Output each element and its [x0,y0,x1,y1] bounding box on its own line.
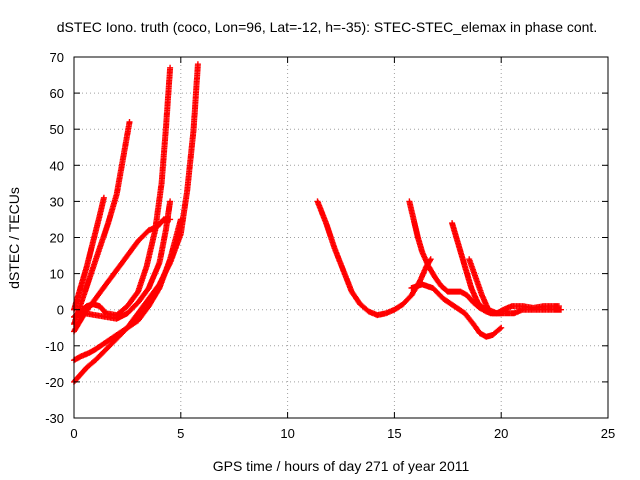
series-arc-12 [466,256,564,317]
x-tick-label: 0 [70,426,77,441]
y-tick-label: -10 [45,339,64,354]
y-tick-label: 40 [50,158,64,173]
x-tick-label: 25 [601,426,615,441]
y-tick-label: 50 [50,122,64,137]
chart-title: dSTEC Iono. truth (coco, Lon=96, Lat=-12… [57,19,597,35]
y-tick-label: 70 [50,50,64,65]
x-tick-label: 10 [280,426,294,441]
y-tick-label: 20 [50,231,64,246]
ticks: 0 5 10 15 20 25 -30 -20 -10 0 10 20 30 40 50 60 70 [45,50,615,441]
series-arc-11 [408,281,505,340]
y-axis-label: dSTEC / TECUs [6,187,22,289]
y-tick-label: 0 [57,303,64,318]
x-tick-label: 20 [494,426,508,441]
y-tick-label: -30 [45,411,64,426]
x-tick-label: 5 [177,426,184,441]
x-tick-label: 15 [387,426,401,441]
y-tick-label: 30 [50,194,64,209]
y-tick-label: 60 [50,86,64,101]
x-axis-label: GPS time / hours of day 271 of year 2011 [213,458,470,474]
y-tick-label: 10 [50,267,64,282]
series-arc-8 [314,198,434,319]
y-tick-label: -20 [45,375,64,390]
